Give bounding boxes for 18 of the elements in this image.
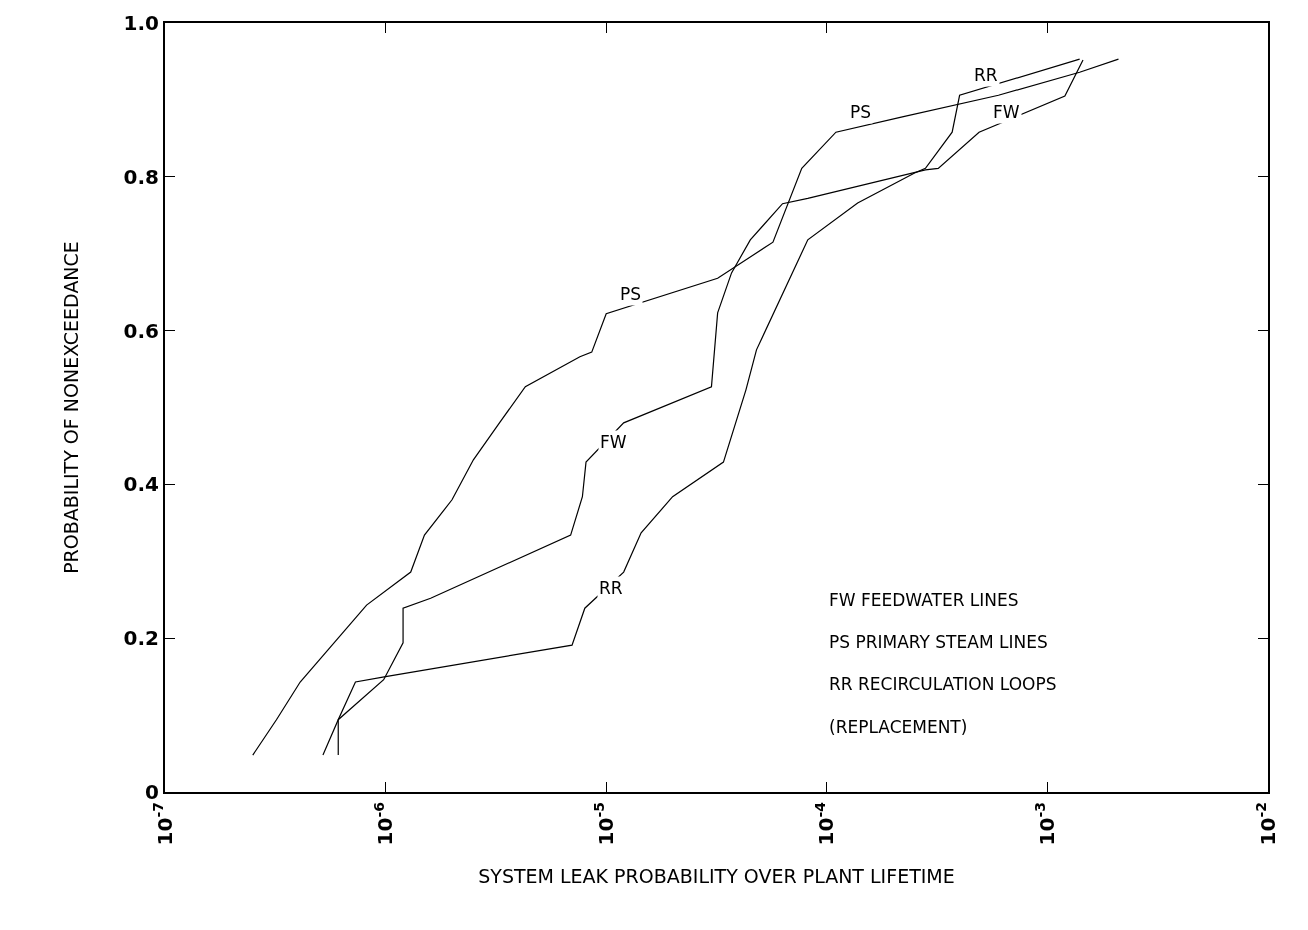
y-tick-label: 0.2 [123,626,159,651]
annotation: RR [974,65,998,85]
annotation: FW FEEDWATER LINES [829,590,1019,610]
annotation: RR RECIRCULATION LOOPS [829,674,1057,694]
annotation: PS [620,284,642,304]
y-tick-label: 0.8 [123,164,159,189]
y-tick-label: 0 [145,780,159,804]
annotation: PS PRIMARY STEAM LINES [829,632,1048,652]
x-axis-title: SYSTEM LEAK PROBABILITY OVER PLANT LIFETIME [478,864,955,887]
annotation: PS [850,102,872,122]
y-tick-label: 0.4 [123,472,159,497]
annotation: FW [600,432,627,452]
y-tick-label: 0.6 [123,318,159,343]
annotation: (REPLACEMENT) [829,717,968,737]
annotation: RR [599,578,623,598]
y-axis-title: PROBABILITY OF NONEXCEEDANCE [59,241,82,574]
annotation: FW [993,102,1020,122]
y-tick-label: 1.0 [123,11,159,35]
